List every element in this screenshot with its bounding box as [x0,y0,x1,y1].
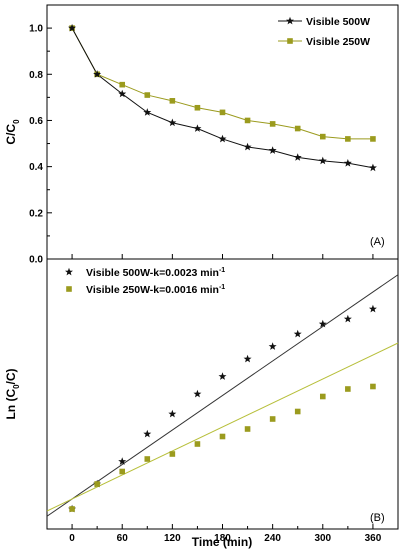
panel-a-point [244,117,251,124]
legend-b-250-marker [66,286,72,292]
panel-a-point [93,70,102,78]
legend-b-250-sup: -1 [219,284,225,291]
panel-b-point [318,319,327,328]
panel-a-ytick-label: 0.6 [29,116,43,127]
panel-b-point [244,426,251,432]
panel-a-plot [68,23,377,172]
panel-a-point [319,133,326,140]
panel-b-point [345,386,351,392]
panel-a-point [143,108,152,116]
panel-a-ytick-label: 0.8 [29,70,43,81]
legend-a-250-label: Visible 250W [306,36,370,48]
panel-b-fit-line [46,342,399,512]
panel-b-point [293,329,302,338]
panel-a-point [169,98,176,104]
panel-a-ytick-label: 0.0 [29,255,43,266]
panel-b-point [219,433,226,440]
panel-b-ylabel: Ln (C0/C) [4,368,21,419]
legend-a-500-marker [286,16,294,25]
legend-b-500-label: Visible 500W-k=0.0023 min-1 [86,267,225,279]
panel-a-point [119,81,126,88]
panel-a-ylabel: C/C0 [4,119,21,145]
panel-a-point [269,121,276,127]
panel-b-axes: 0 60 120 180 240 300 360 [69,524,382,544]
legend-b-250-label: Visible 250W-k=0.0016 min-1 [86,284,225,296]
panel-a-point [194,104,201,111]
panel-b-frame [46,258,399,530]
panel-a-point [68,23,77,32]
panel-b-point [319,393,326,400]
panel-a-tag: (A) [370,236,385,248]
panel-b-legend: Visible 500W-k=0.0023 min-1 Visible 250W… [65,267,225,296]
panel-b-xtick-label: 240 [264,533,281,544]
panel-b-tag: (B) [370,512,385,524]
panel-b-point [118,457,127,465]
panel-b-point [69,506,75,512]
panel-b-xtick-label: 300 [314,533,331,544]
panel-b-point [294,408,301,415]
panel-a-point [144,92,151,98]
panel-a-point [343,158,352,167]
panel-b-point [368,304,377,313]
panel-a-point [370,136,376,142]
panel-a-point [318,156,327,165]
legend-a-250-square-icon [287,38,293,44]
legend-b-500-marker [65,267,73,276]
panel-a-ytick-label: 0.2 [29,208,43,219]
panel-b-point [218,372,227,380]
panel-a-point [219,109,226,116]
panel-b-point [169,451,176,457]
panel-a-point [294,125,301,132]
panel-a-ylabel-sub: 0 [12,119,21,124]
panel-a-point [368,163,377,172]
panel-b-point [269,416,276,422]
legend-a-500-label: Visible 500W [306,16,370,28]
panel-b-point [143,429,152,438]
legend-b-500-star-icon [65,267,73,276]
panel-b-point [343,314,352,323]
legend-b-250-square-icon [66,286,72,292]
panel-b-xtick-label: 0 [69,533,75,544]
panel-b-point [119,468,126,475]
legend-a-250-marker [287,38,293,44]
panel-a-point [118,89,127,98]
panel-b-point [94,481,100,487]
panel-b-xlabel: Time (min) [192,535,252,549]
panel-a-point [268,146,277,154]
panel-b-point [144,456,151,462]
panel-a-point [243,142,252,151]
panel-b-fit-line [46,274,399,517]
panel-a-axes: 0.0 0.2 0.4 0.6 0.8 1.0 [29,24,374,266]
panel-a-series-line [71,27,374,169]
panel-b-xtick-label: 120 [164,533,181,544]
panel-a-legend: Visible 500W Visible 250W [278,16,370,48]
panel-b-xtick-label: 360 [365,533,382,544]
panel-b-point [193,389,202,398]
legend-b-500-sup: -1 [219,267,225,274]
panel-b-point [370,383,376,390]
panel-b-ylabel-sub: 0 [12,384,21,389]
panel-b-plot [46,274,399,517]
panel-a-point [193,124,202,132]
panel-b-point [168,409,177,418]
panel-b-point [268,342,277,350]
panel-a-ytick-label: 0.4 [29,162,43,173]
panel-b-ylabel-tail: /C) [4,368,18,384]
panel-a-point [218,134,227,143]
panel-b-xtick-label: 180 [214,533,231,544]
panel-a-ytick-label: 1.0 [29,24,43,35]
legend-a-500-star-icon [286,16,294,25]
panel-a-point [293,153,302,161]
panel-b-point [243,354,252,363]
panel-a-point [345,136,351,142]
panel-b-xtick-label: 60 [117,533,129,544]
panel-b-point [194,441,201,447]
panel-a-point [168,118,177,127]
